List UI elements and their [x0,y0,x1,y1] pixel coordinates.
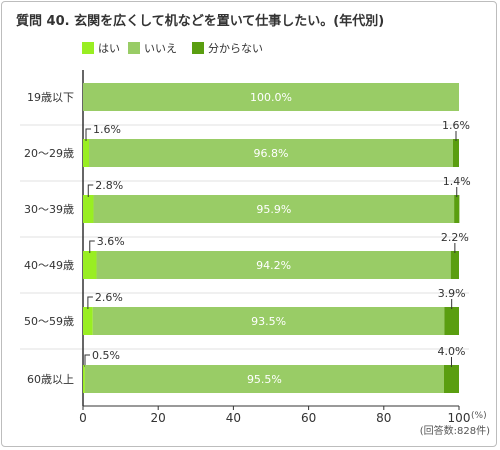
legend-label: 分からない [208,42,263,55]
legend-item: はい [82,40,120,56]
data-label: 4.0% [438,345,466,358]
x-axis-unit: (%) [471,411,487,421]
bar-segment [84,365,444,393]
x-tick-label: 20 [151,411,166,425]
data-label: 1.4% [443,175,471,188]
legend-item: 分からない [192,40,263,56]
legend-label: はい [98,42,120,55]
bar-segment [96,251,451,279]
bar-segment [89,139,453,167]
bar-segment [450,251,459,279]
x-tick-label: 40 [226,411,241,425]
legend-swatch [192,42,204,54]
category-label: 20〜29歳 [24,147,74,160]
data-label: 100.0% [250,91,292,104]
x-tick-label: 60 [301,411,316,425]
category-label: 50〜59歳 [24,315,74,328]
legend-label: いいえ [144,42,177,55]
legend-swatch [82,42,94,54]
category-label: 30〜39歳 [24,203,74,216]
bar-segment [83,251,97,279]
category-label: 60歳以上 [27,373,74,386]
leader-line [89,240,95,253]
leader-line [87,296,93,309]
data-label: 3.6% [97,235,125,248]
category-label: 19歳以下 [27,91,74,104]
chart-title: 質問 40. 玄関を広くして机などを置いて仕事したい。(年代別) [16,14,385,29]
bar-segment [454,195,460,223]
bar-segment [83,83,459,111]
bar-segment [93,195,455,223]
bar-segment [444,307,459,335]
data-label: 94.2% [256,259,291,272]
bar-segment [92,307,445,335]
data-label: 1.6% [93,123,121,136]
data-label: 2.8% [95,179,123,192]
bar-segment [83,307,93,335]
x-tick-label: 100 [448,411,471,425]
bar-segment [83,139,90,167]
leader-line [84,354,90,367]
bar-segment [83,365,85,393]
footnote: (回答数:828件) [420,424,490,437]
bar-segment [443,365,459,393]
x-tick-label: 0 [79,411,87,425]
bar-segment [83,195,94,223]
data-label: 3.9% [438,287,466,300]
category-label: 40〜49歳 [24,259,74,272]
data-label: 96.8% [254,147,289,160]
data-label: 93.5% [251,315,286,328]
data-label: 2.6% [95,291,123,304]
leader-line [85,128,92,141]
legend-swatch [128,42,140,54]
data-label: 2.2% [441,231,469,244]
x-tick-label: 80 [376,411,391,425]
bar-segment [452,139,459,167]
legend-item: いいえ [128,40,177,56]
data-label: 1.6% [442,119,470,132]
data-label: 0.5% [92,349,120,362]
data-label: 95.5% [247,373,282,386]
leader-line [87,184,94,197]
data-label: 95.9% [256,203,291,216]
